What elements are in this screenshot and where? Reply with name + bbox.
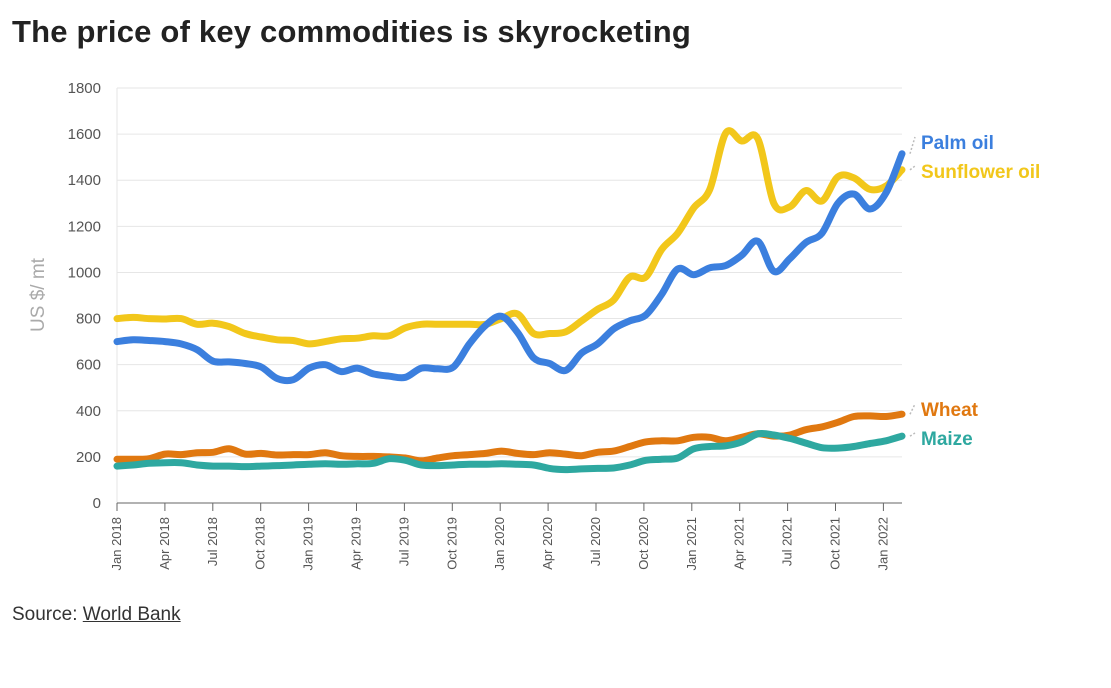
- x-tick-label: Apr 2018: [157, 517, 172, 570]
- x-tick-label: Jan 2022: [875, 517, 890, 571]
- y-tick-label: 1800: [68, 80, 101, 97]
- series-lines: [113, 127, 906, 474]
- series-line-maize: [113, 429, 906, 474]
- x-tick-label: Jan 2020: [492, 517, 507, 571]
- y-axis: 0 200 400 600 800 1000 1200 1400 1600 1800: [68, 80, 101, 512]
- x-tick-label: Oct 2018: [253, 517, 268, 570]
- y-tick-label: 200: [76, 449, 101, 466]
- x-tick-label: Jan 2018: [109, 517, 124, 571]
- x-tick-label: Jul 2020: [588, 517, 603, 566]
- legend: Palm oil Sunflower oil Wheat Maize: [909, 133, 1040, 450]
- y-tick-label: 1000: [68, 264, 101, 281]
- series-line-sunflower-oil: [113, 127, 906, 348]
- source-prefix: Source:: [12, 604, 83, 625]
- x-tick-label: Jan 2019: [301, 517, 316, 571]
- x-axis: Jan 2018 Apr 2018 Jul 2018 Oct 2018 Jan 2019…: [109, 502, 902, 571]
- y-tick-label: 1200: [68, 218, 101, 235]
- y-tick-label: 600: [76, 357, 101, 374]
- source-line: Source: World Bank: [12, 604, 181, 626]
- y-tick-label: 800: [76, 311, 101, 328]
- legend-leader-maize: [909, 432, 916, 437]
- legend-label-sunflower-oil: Sunflower oil: [921, 162, 1040, 183]
- source-link[interactable]: World Bank: [82, 604, 181, 625]
- chart-title: The price of key commodities is skyrocke…: [12, 14, 691, 49]
- x-tick-label: Jul 2019: [396, 517, 411, 566]
- y-axis-label: US $/ mt: [28, 257, 49, 332]
- legend-label-maize: Maize: [921, 429, 973, 450]
- x-tick-label: Apr 2019: [349, 517, 364, 570]
- x-tick-label: Jul 2018: [205, 517, 220, 566]
- legend-leader-palm-oil: [909, 136, 916, 154]
- x-tick-label: Apr 2021: [732, 517, 747, 570]
- legend-label-palm-oil: Palm oil: [921, 133, 994, 154]
- grid: [116, 87, 902, 504]
- x-tick-label: Oct 2019: [444, 517, 459, 570]
- x-tick-label: Apr 2020: [540, 517, 555, 570]
- series-line-palm-oil: [113, 150, 906, 385]
- y-tick-label: 400: [76, 403, 101, 420]
- x-tick-label: Oct 2020: [636, 517, 651, 570]
- x-tick-label: Jul 2021: [780, 517, 795, 566]
- y-tick-label: 1400: [68, 172, 101, 189]
- legend-leader-wheat: [909, 403, 916, 415]
- legend-label-wheat: Wheat: [921, 400, 979, 421]
- y-tick-label: 0: [93, 495, 101, 512]
- x-tick-label: Oct 2021: [828, 517, 843, 570]
- x-tick-label: Jan 2021: [684, 517, 699, 571]
- legend-leader-sunflower-oil: [909, 165, 916, 171]
- y-tick-label: 1600: [68, 126, 101, 143]
